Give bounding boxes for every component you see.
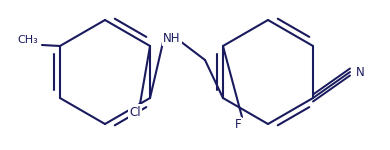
Text: NH: NH — [163, 32, 181, 45]
Text: Cl: Cl — [129, 105, 141, 118]
Text: N: N — [356, 66, 364, 78]
Text: CH₃: CH₃ — [18, 35, 38, 45]
Text: F: F — [235, 118, 241, 132]
